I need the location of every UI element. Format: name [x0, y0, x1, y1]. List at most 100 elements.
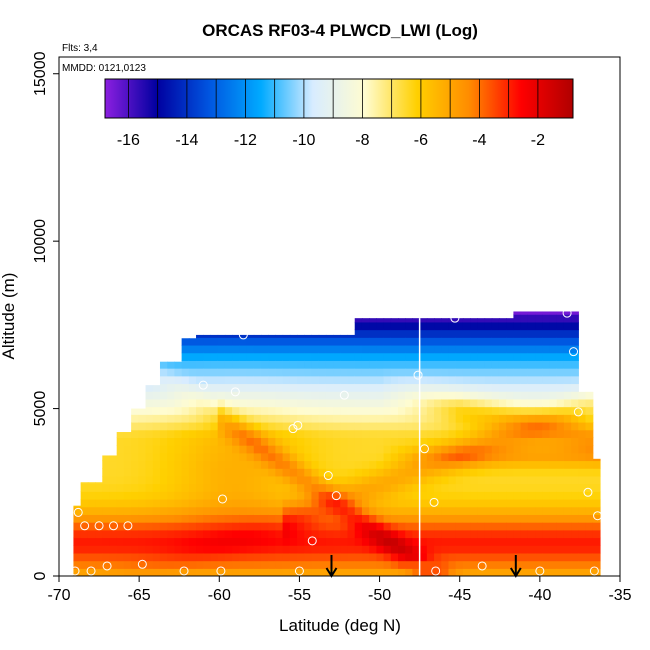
heatmap-cell — [571, 414, 579, 423]
heatmap-cell — [246, 506, 255, 515]
heatmap-cell — [289, 360, 298, 369]
heatmap-cell — [311, 344, 320, 354]
heatmap-cell — [325, 334, 334, 338]
heatmap-cell — [462, 475, 471, 485]
heatmap-cell — [340, 406, 349, 415]
heatmap-cell — [563, 483, 572, 492]
heatmap-cell — [426, 344, 435, 354]
heatmap-cell — [412, 344, 421, 354]
heatmap-cell — [419, 421, 428, 431]
heatmap-cell — [253, 429, 262, 438]
heatmap-cell — [563, 391, 572, 400]
heatmap-cell — [232, 337, 240, 346]
heatmap-cell — [571, 352, 579, 361]
heatmap-cell — [513, 406, 522, 415]
heatmap-cell — [181, 545, 190, 554]
heatmap-cell — [578, 498, 587, 508]
heatmap-cell — [383, 460, 392, 469]
heatmap-cell — [498, 560, 507, 569]
heatmap-cell — [520, 483, 529, 492]
x-tick-label: -40 — [528, 587, 551, 604]
heatmap-cell — [441, 475, 450, 485]
heatmap-cell — [412, 475, 421, 485]
heatmap-cell — [441, 414, 450, 423]
heatmap-cell — [477, 337, 486, 346]
heatmap-cell — [174, 498, 183, 508]
heatmap-cell — [506, 421, 515, 431]
heatmap-cell — [210, 514, 219, 523]
heatmap-cell — [419, 437, 428, 446]
heatmap-cell — [361, 318, 370, 323]
heatmap-cell — [412, 321, 421, 331]
heatmap-cell — [520, 406, 529, 415]
heatmap-cell — [527, 314, 536, 323]
heatmap-cell — [520, 514, 529, 523]
heatmap-cell — [462, 468, 471, 477]
heatmap-cell — [253, 522, 262, 531]
heatmap-cell — [333, 483, 341, 492]
heatmap-cell — [210, 545, 219, 554]
heatmap-cell — [325, 498, 334, 508]
heatmap-cell — [109, 529, 118, 539]
heatmap-cell — [246, 437, 255, 446]
heatmap-cell — [542, 314, 551, 323]
heatmap-cell — [549, 475, 558, 485]
heatmap-cell — [426, 491, 435, 500]
heatmap-cell — [455, 475, 464, 485]
heatmap-cell — [102, 498, 111, 508]
heatmap-cell — [239, 352, 248, 361]
heatmap-cell — [563, 545, 572, 554]
heatmap-cell — [289, 383, 298, 392]
heatmap-cell — [282, 344, 291, 354]
heatmap-cell — [196, 545, 204, 554]
heatmap-cell — [203, 552, 212, 562]
heatmap-cell — [87, 545, 96, 554]
heatmap-cell — [462, 337, 471, 346]
heatmap-cell — [477, 460, 486, 469]
heatmap-cell — [571, 529, 579, 539]
heatmap-cell — [289, 552, 298, 562]
heatmap-cell — [282, 522, 291, 531]
heatmap-cell — [203, 368, 212, 377]
flight-track-point — [137, 559, 147, 569]
heatmap-cell — [520, 460, 529, 469]
heatmap-cell — [405, 545, 414, 554]
heatmap-cell — [376, 498, 385, 508]
heatmap-cell — [434, 321, 442, 331]
heatmap-cell — [571, 406, 579, 415]
heatmap-cell — [347, 445, 356, 454]
heatmap-cell — [167, 468, 175, 477]
heatmap-cell — [369, 445, 377, 454]
heatmap-cell — [188, 406, 197, 415]
heatmap-cell — [246, 337, 255, 346]
heatmap-cell — [224, 483, 233, 492]
heatmap-cell — [260, 421, 269, 431]
heatmap-cell — [282, 506, 291, 515]
heatmap-cell — [354, 475, 363, 485]
heatmap-cell — [448, 368, 457, 377]
heatmap-cell — [506, 537, 515, 546]
heatmap-cell — [196, 421, 204, 431]
heatmap-cell — [253, 537, 262, 546]
heatmap-cell — [426, 460, 435, 469]
heatmap-cell — [311, 560, 320, 569]
heatmap-cell — [398, 545, 406, 554]
heatmap-cell — [246, 560, 255, 569]
heatmap-cell — [167, 452, 175, 462]
heatmap-cell — [354, 329, 363, 338]
heatmap-cell — [232, 514, 240, 523]
heatmap-cell — [354, 360, 363, 369]
heatmap-cell — [563, 375, 572, 385]
heatmap-cell — [239, 468, 248, 477]
heatmap-cell — [224, 460, 233, 469]
heatmap-cell — [455, 460, 464, 469]
heatmap-cell — [383, 545, 392, 554]
heatmap-cell — [275, 506, 284, 515]
heatmap-cell — [318, 368, 327, 377]
heatmap-cell — [563, 344, 572, 354]
heatmap-cell — [376, 568, 385, 576]
heatmap-cell — [333, 368, 341, 377]
heatmap-cell — [203, 568, 212, 576]
heatmap-cell — [542, 545, 551, 554]
heatmap-cell — [203, 421, 212, 431]
